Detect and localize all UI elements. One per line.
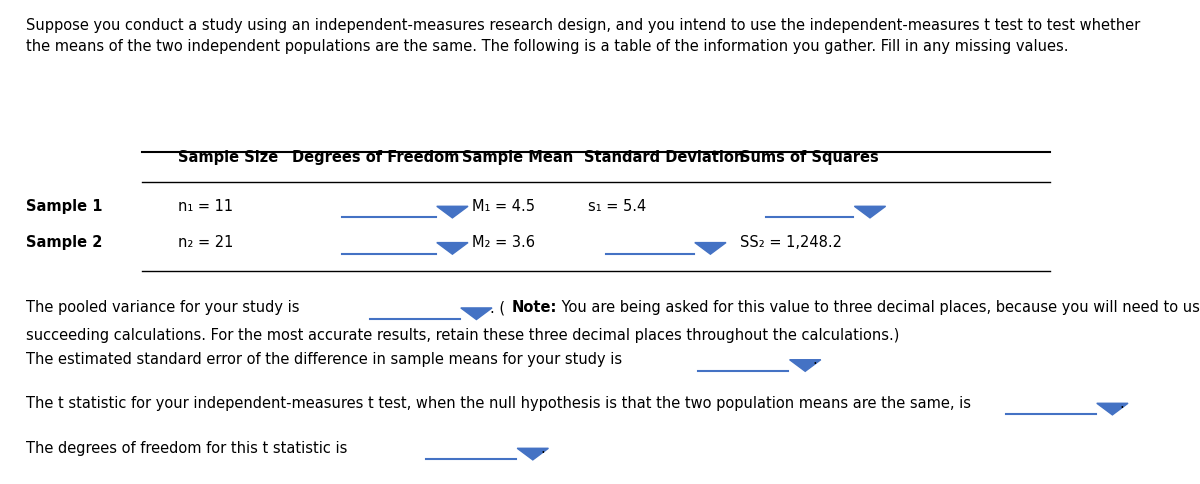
Text: .: . [812,352,817,367]
Text: Sums of Squares: Sums of Squares [740,150,880,165]
Text: The t statistic for your independent-measures t test, when the null hypothesis i: The t statistic for your independent-mea… [26,395,972,410]
Text: n₁ = 11: n₁ = 11 [178,198,233,213]
Text: Note:: Note: [511,300,557,315]
Text: You are being asked for this value to three decimal places, because you will nee: You are being asked for this value to th… [557,300,1200,315]
Polygon shape [437,242,468,254]
Text: n₂ = 21: n₂ = 21 [178,235,233,250]
Text: The degrees of freedom for this t statistic is: The degrees of freedom for this t statis… [26,440,348,455]
Text: s₁ = 5.4: s₁ = 5.4 [588,198,647,213]
Text: M₂ = 3.6: M₂ = 3.6 [472,235,535,250]
Text: succeeding calculations. For the most accurate results, retain these three decim: succeeding calculations. For the most ac… [26,328,900,343]
Text: Degrees of Freedom: Degrees of Freedom [292,150,458,165]
Polygon shape [461,308,492,319]
Text: Sample 2: Sample 2 [26,235,103,250]
Polygon shape [695,242,726,254]
Text: Suppose you conduct a study using an independent-measures research design, and y: Suppose you conduct a study using an ind… [26,18,1141,33]
Text: The estimated standard error of the difference in sample means for your study is: The estimated standard error of the diff… [26,352,623,367]
Text: . (: . ( [490,300,505,315]
Text: the means of the two independent populations are the same. The following is a ta: the means of the two independent populat… [26,39,1069,54]
Text: Sample 1: Sample 1 [26,198,103,213]
Text: The pooled variance for your study is: The pooled variance for your study is [26,300,300,315]
Polygon shape [437,206,468,218]
Text: .: . [1120,395,1124,410]
Text: Standard Deviation: Standard Deviation [584,150,745,165]
Text: Sample Mean: Sample Mean [462,150,574,165]
Polygon shape [1097,403,1128,415]
Polygon shape [854,206,886,218]
Text: .: . [540,440,545,455]
Polygon shape [790,360,821,371]
Text: SS₂ = 1,248.2: SS₂ = 1,248.2 [740,235,842,250]
Text: Sample Size: Sample Size [178,150,278,165]
Text: M₁ = 4.5: M₁ = 4.5 [472,198,535,213]
Polygon shape [517,448,548,460]
